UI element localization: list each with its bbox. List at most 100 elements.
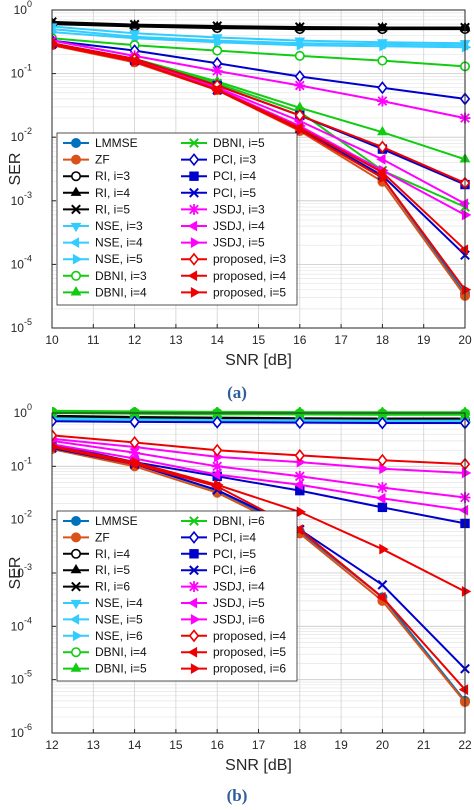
series-ri-i-5 — [52, 16, 470, 33]
legend: LMMSE ZF RI, i=3 RI, i=4 RI, i=5 NSE, i=3 NSE,… — [56, 132, 298, 306]
data-point — [211, 443, 223, 457]
y-tick-label: 10-3 — [11, 190, 32, 208]
legend-entry: RI, i=4 — [63, 186, 130, 200]
legend: LMMSE ZF RI, i=4 RI, i=5 RI, i=6 NSE, i=4 NSE,… — [56, 510, 298, 682]
legend-marker — [70, 222, 82, 233]
legend-entry: NSE, i=5 — [63, 252, 143, 266]
y-tick-label: 10-3 — [11, 562, 32, 580]
y-tick-label: 10-2 — [11, 509, 32, 527]
legend-entry: NSE, i=4 — [63, 236, 143, 250]
y-axis-label: SER — [7, 557, 24, 590]
caption-a: (a) — [227, 383, 247, 402]
series-line — [52, 445, 466, 593]
legend-marker — [188, 252, 200, 266]
data-point — [131, 456, 141, 468]
legend-label: JSDJ, i=6 — [213, 612, 265, 626]
legend-marker — [69, 614, 80, 625]
data-point — [52, 408, 57, 418]
series-line — [52, 20, 465, 29]
series-line — [52, 414, 465, 420]
data-point — [211, 65, 223, 77]
legend-label: proposed, i=5 — [213, 285, 286, 299]
legend-entry: JSDJ, i=3 — [181, 202, 265, 216]
x-tick-label: 12 — [128, 333, 142, 347]
legend-label: ZF — [95, 153, 110, 167]
legend-marker — [187, 597, 198, 609]
legend-label: JSDJ, i=3 — [213, 202, 265, 216]
legend-label: JSDJ, i=5 — [213, 596, 265, 610]
legend-entry: JSDJ, i=5 — [181, 596, 265, 610]
legend-label: ZF — [95, 530, 110, 544]
legend-entry: DBNI, i=4 — [63, 285, 147, 299]
legend-entry: proposed, i=5 — [181, 285, 286, 299]
x-tick-label: 10 — [45, 333, 59, 347]
legend-marker — [71, 138, 82, 149]
legend-marker — [190, 287, 201, 298]
y-tick-label: 10-2 — [11, 126, 32, 144]
data-point — [377, 502, 388, 513]
data-point — [294, 409, 305, 420]
legend-marker — [71, 548, 82, 559]
data-point — [214, 84, 224, 96]
y-tick-label: 10-4 — [11, 253, 32, 271]
legend-entry: NSE, i=6 — [63, 629, 143, 643]
data-point — [212, 21, 223, 31]
legend-marker — [189, 171, 199, 181]
x-axis-label: SNR [dB] — [225, 757, 292, 774]
data-point — [129, 435, 140, 450]
x-tick-label: 21 — [417, 738, 431, 752]
series-line — [52, 409, 465, 414]
series-line — [52, 434, 466, 466]
y-tick-label: 100 — [14, 0, 32, 17]
legend-entry: NSE, i=3 — [63, 219, 143, 233]
data-point — [294, 50, 305, 61]
legend-label: LMMSE — [95, 136, 138, 150]
legend-marker — [70, 599, 82, 610]
data-point — [377, 409, 388, 420]
series-line — [52, 25, 466, 45]
data-point — [129, 408, 140, 419]
series-proposed-i-5 — [52, 41, 472, 296]
legend-entry: RI, i=4 — [63, 547, 130, 561]
legend-marker — [69, 237, 80, 248]
data-point — [377, 81, 388, 95]
data-point — [293, 524, 303, 536]
legend-label: DBNI, i=4 — [95, 645, 147, 659]
legend-marker — [71, 171, 82, 182]
series-line — [52, 43, 466, 291]
series-line — [52, 37, 466, 68]
legend-label: RI, i=4 — [95, 547, 130, 561]
legend-entry: proposed, i=4 — [181, 269, 286, 283]
data-point — [458, 684, 469, 696]
data-point — [376, 482, 388, 494]
series-pci-i-4 — [52, 414, 471, 430]
y-tick-label: 10-4 — [11, 615, 32, 633]
legend-marker — [70, 286, 82, 296]
legend-marker — [187, 646, 198, 658]
legend-entry: proposed, i=3 — [181, 252, 286, 266]
y-tick-label: 100 — [14, 402, 32, 420]
legend-entry: PCI, i=5 — [181, 186, 256, 200]
data-point — [376, 95, 388, 107]
x-tick-label: 14 — [128, 738, 142, 752]
y-tick-label: 10-1 — [11, 455, 32, 473]
legend-entry: PCI, i=3 — [181, 153, 256, 167]
legend-label: PCI, i=5 — [213, 547, 256, 561]
x-tick-label: 20 — [376, 738, 390, 752]
data-point — [458, 504, 469, 516]
data-point — [377, 55, 388, 66]
data-point — [377, 453, 388, 467]
legend-label: proposed, i=3 — [213, 252, 286, 266]
legend-box — [56, 132, 298, 306]
legend-entry: PCI, i=5 — [181, 547, 256, 561]
data-point — [214, 479, 224, 491]
x-tick-label: 20 — [458, 333, 472, 347]
data-point — [461, 586, 472, 597]
legend-label: JSDJ, i=5 — [213, 236, 265, 250]
data-point — [296, 124, 306, 136]
data-point — [52, 414, 58, 428]
x-tick-label: 11 — [87, 333, 100, 347]
y-axis-label: SER — [7, 153, 24, 186]
legend-marker — [188, 530, 200, 544]
x-tick-label: 12 — [45, 738, 59, 752]
